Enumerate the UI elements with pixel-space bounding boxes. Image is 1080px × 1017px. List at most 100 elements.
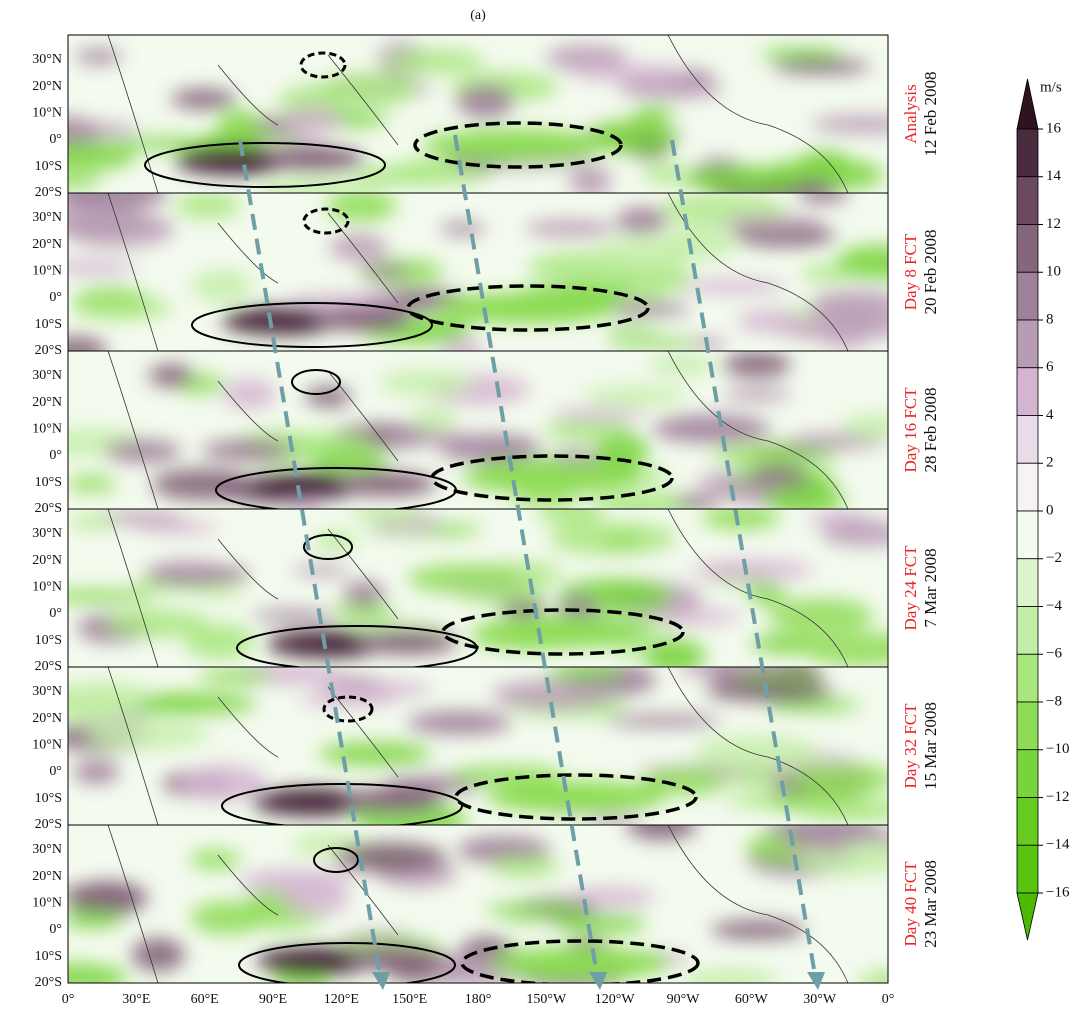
lat-tick-label: 20°N xyxy=(32,237,62,252)
blob xyxy=(68,122,139,139)
blob xyxy=(354,164,446,186)
colorbar-box xyxy=(1016,367,1039,416)
blob xyxy=(190,900,265,935)
lat-tick-label: 0° xyxy=(49,290,62,305)
colorbar-tick-label: 14 xyxy=(1046,168,1062,184)
panel-label: Day 32 FCT xyxy=(901,703,920,789)
solid-ellipse xyxy=(221,783,463,825)
blob xyxy=(809,289,888,322)
lat-tick-label: 10°N xyxy=(32,106,62,121)
blob xyxy=(170,88,237,110)
blob xyxy=(438,292,618,324)
small-ellipse xyxy=(302,207,350,235)
maps: 30°N 20°N 10°N 0° 10°S 20°S Analysis 12 Feb 200… xyxy=(32,34,940,1007)
blob xyxy=(68,963,129,983)
blob xyxy=(759,47,844,60)
blob xyxy=(569,163,612,193)
blob xyxy=(325,193,397,223)
lat-tick-label: 10°S xyxy=(35,317,62,332)
colorbar-box xyxy=(1016,271,1039,321)
blob xyxy=(545,44,628,71)
lat-tick-label: 10°S xyxy=(35,159,62,174)
dashed-ellipse xyxy=(413,121,623,169)
blob xyxy=(582,386,687,406)
blob xyxy=(68,205,150,236)
blob xyxy=(616,207,668,235)
blob xyxy=(68,140,136,171)
small-ellipse xyxy=(299,51,347,79)
small-ellipse xyxy=(291,369,341,395)
blob xyxy=(766,699,861,713)
blob xyxy=(68,259,138,275)
dashed-ellipse xyxy=(460,939,700,983)
lat-tick-label: 10°N xyxy=(32,264,62,279)
blob xyxy=(246,472,366,500)
colorbar-box xyxy=(1016,844,1039,894)
small-ellipse xyxy=(322,695,374,723)
lat-tick-label: 20°S xyxy=(35,343,62,358)
lon-tick-label: 60°W xyxy=(735,992,769,1007)
colorbar-box xyxy=(1016,653,1039,703)
dashed-ellipse xyxy=(454,773,698,821)
colorbar-tick-label: 4 xyxy=(1046,407,1054,423)
blob xyxy=(318,741,432,766)
panel-date: 28 Feb 2008 xyxy=(921,388,940,473)
blob xyxy=(797,193,850,204)
blob xyxy=(68,336,107,351)
anomaly-blobs xyxy=(68,667,888,825)
blob xyxy=(312,307,412,331)
blob xyxy=(311,449,389,473)
coastline xyxy=(107,825,849,983)
blob xyxy=(572,63,692,82)
coastline xyxy=(107,35,849,193)
figure-title: (a) xyxy=(470,8,486,23)
coastline xyxy=(107,509,849,667)
blob xyxy=(659,226,736,261)
lat-tick-label: 20°S xyxy=(35,975,62,990)
blob xyxy=(329,233,388,262)
blob xyxy=(189,849,241,870)
coastline xyxy=(107,667,849,825)
lon-tick-label: 120°E xyxy=(324,992,359,1007)
blob xyxy=(652,414,771,444)
blob xyxy=(180,765,267,801)
blob xyxy=(281,884,349,916)
blob xyxy=(781,839,851,853)
panel-frame xyxy=(67,824,889,984)
blob xyxy=(536,509,604,526)
colorbar-box xyxy=(1016,606,1039,655)
blob xyxy=(304,386,352,408)
blob xyxy=(148,363,194,388)
small-ellipse xyxy=(313,847,359,873)
lon-tick-label: 30°E xyxy=(122,992,150,1007)
lon-tick-label: 150°W xyxy=(526,992,567,1007)
blob xyxy=(452,576,546,604)
blob xyxy=(151,468,252,501)
colorbar-tick-label: −10 xyxy=(1046,741,1069,757)
panel-label: Day 24 FCT xyxy=(901,545,920,631)
lat-tick-label: 0° xyxy=(49,132,62,147)
blob xyxy=(175,147,295,175)
blob xyxy=(343,581,385,607)
blob xyxy=(201,439,293,462)
blob xyxy=(605,714,723,727)
blob xyxy=(473,616,653,648)
lat-tick-label: 20°N xyxy=(32,711,62,726)
blob xyxy=(317,72,418,107)
blob xyxy=(589,491,706,509)
lat-tick-label: 10°N xyxy=(32,896,62,911)
blob xyxy=(73,760,120,784)
blob xyxy=(674,493,722,509)
lat-tick-label: 10°N xyxy=(32,738,62,753)
blob xyxy=(641,768,728,796)
colorbar: 16 14 12 10 8 6 4 2 0 −2 −4 −6 −8 −10 −12 −14 −16 m/s xyxy=(1016,78,1070,941)
lat-tick-label: 10°N xyxy=(32,580,62,595)
blob xyxy=(72,296,171,319)
colorbar-box xyxy=(1016,128,1039,178)
map-panel: 30°N 20°N 10°N 0° 10°S 20°S Day 8 FCT 20 Feb 20… xyxy=(32,192,940,358)
colorbar-tick-label: 12 xyxy=(1046,216,1061,232)
blob xyxy=(284,500,328,509)
blob xyxy=(68,515,117,529)
blob xyxy=(771,58,871,75)
panel-date: 7 Mar 2008 xyxy=(921,548,940,627)
